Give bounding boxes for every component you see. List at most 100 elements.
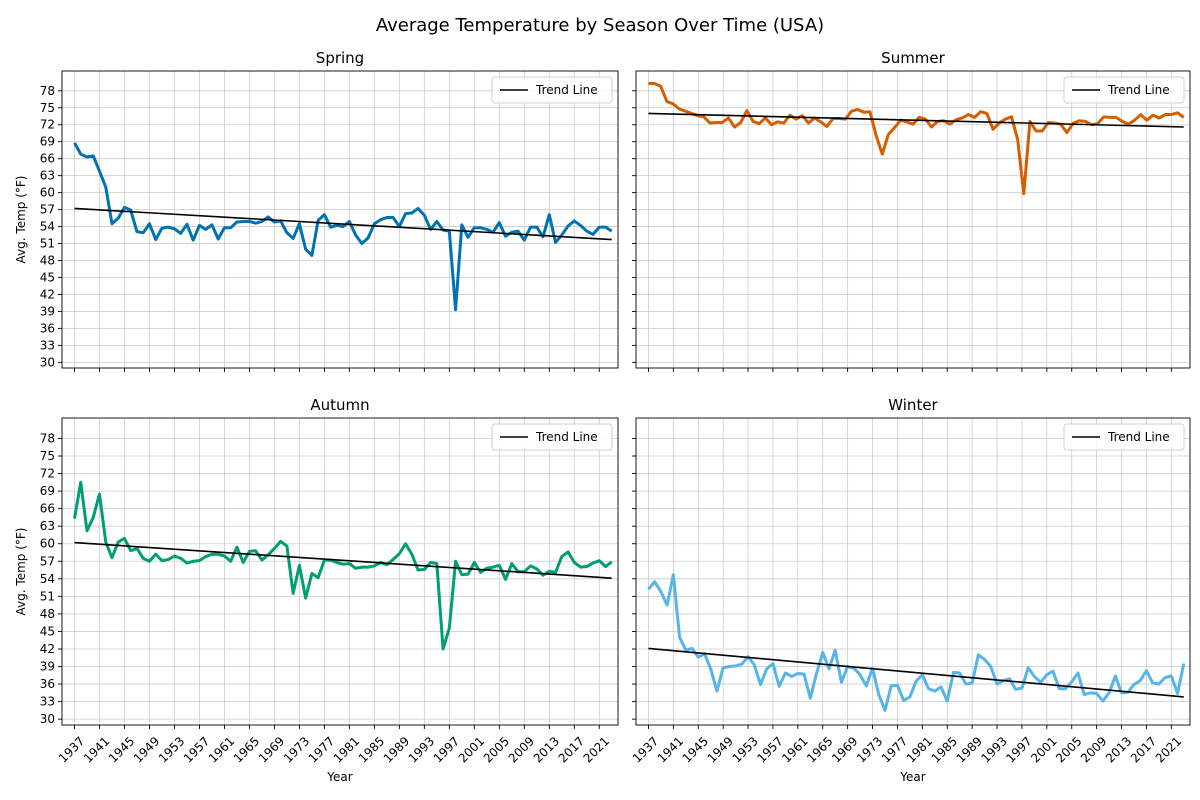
autumn-xtick-label-1985: 1985 <box>356 734 387 765</box>
winter-legend-box <box>1063 423 1185 451</box>
spring-ytick-label-39: 39 <box>40 304 55 318</box>
autumn-x-axis-label: Year <box>326 770 352 784</box>
autumn-axes-frame <box>61 417 619 726</box>
autumn-ytick-label-39: 39 <box>40 660 55 674</box>
autumn-xtick-label-1945: 1945 <box>106 734 137 765</box>
summer-axes-frame <box>635 70 1191 369</box>
winter-xtick-label-1961: 1961 <box>779 734 810 765</box>
winter-xtick-label-1945: 1945 <box>680 734 711 765</box>
autumn-ytick-label-66: 66 <box>40 502 55 516</box>
spring-ytick-label-78: 78 <box>40 84 55 98</box>
autumn-ytick-label-33: 33 <box>40 695 55 709</box>
winter-xtick-label-1953: 1953 <box>729 734 760 765</box>
autumn-ytick-label-69: 69 <box>40 484 55 498</box>
spring-ytick-label-69: 69 <box>40 135 55 149</box>
autumn-ytick-label-60: 60 <box>40 537 55 551</box>
autumn-ytick-label-57: 57 <box>40 554 55 568</box>
winter-xtick-label-1965: 1965 <box>804 734 835 765</box>
spring-ytick-label-57: 57 <box>40 203 55 217</box>
winter-x-axis-label: Year <box>899 770 925 784</box>
autumn-xtick-label-1941: 1941 <box>81 734 112 765</box>
winter-xtick-label-1973: 1973 <box>854 734 885 765</box>
autumn-ytick-label-45: 45 <box>40 624 55 638</box>
spring-ytick-label-54: 54 <box>40 220 55 234</box>
autumn-legend: Trend Line <box>491 423 613 451</box>
winter-panel: 1937194119451949195319571961196519691973… <box>630 396 1191 784</box>
spring-axes-frame <box>61 70 619 369</box>
spring-trend-line <box>74 207 612 241</box>
autumn-ytick-label-51: 51 <box>40 589 55 603</box>
autumn-legend-box <box>491 423 613 451</box>
winter-xtick-label-2021: 2021 <box>1153 734 1184 765</box>
autumn-xtick-label-1989: 1989 <box>381 734 412 765</box>
spring-ytick-label-36: 36 <box>40 321 55 335</box>
winter-xtick-label-2005: 2005 <box>1053 734 1084 765</box>
spring-legend-box <box>491 76 613 104</box>
autumn-xtick-label-2009: 2009 <box>506 734 537 765</box>
autumn-xtick-label-1961: 1961 <box>206 734 237 765</box>
winter-xtick-label-1989: 1989 <box>954 734 985 765</box>
spring-ytick-label-30: 30 <box>40 355 55 369</box>
autumn-xtick-label-1953: 1953 <box>156 734 187 765</box>
spring-ytick-label-75: 75 <box>40 101 55 115</box>
winter-axes-frame <box>635 417 1191 726</box>
autumn-ytick-label-63: 63 <box>40 519 55 533</box>
autumn-xtick-label-2013: 2013 <box>531 734 562 765</box>
winter-xtick-label-2013: 2013 <box>1103 734 1134 765</box>
spring-ytick-label-51: 51 <box>40 237 55 251</box>
figure-title: Average Temperature by Season Over Time … <box>376 15 824 36</box>
autumn-ytick-label-54: 54 <box>40 572 55 586</box>
autumn-xtick-label-2021: 2021 <box>581 734 612 765</box>
spring-ytick-label-48: 48 <box>40 254 55 268</box>
autumn-xtick-label-1981: 1981 <box>331 734 362 765</box>
winter-xtick-label-1997: 1997 <box>1003 734 1034 765</box>
autumn-xtick-label-1957: 1957 <box>181 734 212 765</box>
winter-xtick-label-1957: 1957 <box>754 734 785 765</box>
summer-legend: Trend Line <box>1063 76 1185 104</box>
spring-ytick-label-63: 63 <box>40 169 55 183</box>
winter-xtick-label-1985: 1985 <box>929 734 960 765</box>
winter-xtick-label-1941: 1941 <box>655 734 686 765</box>
autumn-ytick-label-36: 36 <box>40 677 55 691</box>
autumn-xtick-label-1969: 1969 <box>256 734 287 765</box>
winter-panel-title: Winter <box>888 396 938 414</box>
spring-ytick-label-66: 66 <box>40 152 55 166</box>
winter-legend: Trend Line <box>1063 423 1185 451</box>
spring-panel-title: Spring <box>316 49 364 67</box>
spring-legend-label: Trend Line <box>535 83 598 97</box>
autumn-ytick-label-42: 42 <box>40 642 55 656</box>
spring-y-axis-label: Avg. Temp (°F) <box>14 176 28 264</box>
winter-xtick-label-1969: 1969 <box>829 734 860 765</box>
autumn-xtick-label-1937: 1937 <box>56 734 87 765</box>
spring-ytick-label-33: 33 <box>40 338 55 352</box>
spring-ytick-label-72: 72 <box>40 118 55 132</box>
autumn-legend-label: Trend Line <box>535 430 598 444</box>
autumn-xtick-label-1993: 1993 <box>406 734 437 765</box>
winter-xtick-label-2017: 2017 <box>1128 734 1159 765</box>
winter-xtick-label-2009: 2009 <box>1078 734 1109 765</box>
winter-series-line <box>647 573 1186 712</box>
autumn-ytick-label-48: 48 <box>40 607 55 621</box>
autumn-xtick-label-1949: 1949 <box>131 734 162 765</box>
autumn-ytick-label-75: 75 <box>40 449 55 463</box>
autumn-y-axis-label: Avg. Temp (°F) <box>14 528 28 616</box>
spring-ytick-label-45: 45 <box>40 270 55 284</box>
autumn-xtick-label-2017: 2017 <box>556 734 587 765</box>
autumn-xtick-label-1997: 1997 <box>431 734 462 765</box>
winter-trend-line <box>648 647 1184 698</box>
spring-series-line <box>73 142 613 312</box>
spring-ytick-label-60: 60 <box>40 186 55 200</box>
summer-legend-box <box>1063 76 1185 104</box>
summer-legend-label: Trend Line <box>1107 83 1170 97</box>
winter-xtick-label-1993: 1993 <box>978 734 1009 765</box>
autumn-ytick-label-30: 30 <box>40 712 55 726</box>
winter-legend-label: Trend Line <box>1107 430 1170 444</box>
autumn-ytick-label-72: 72 <box>40 467 55 481</box>
autumn-trend-line <box>74 541 612 580</box>
autumn-panel-title: Autumn <box>310 396 369 414</box>
autumn-xtick-label-1973: 1973 <box>281 734 312 765</box>
winter-xtick-label-1937: 1937 <box>630 734 661 765</box>
autumn-xtick-label-2005: 2005 <box>481 734 512 765</box>
winter-xtick-label-1949: 1949 <box>705 734 736 765</box>
